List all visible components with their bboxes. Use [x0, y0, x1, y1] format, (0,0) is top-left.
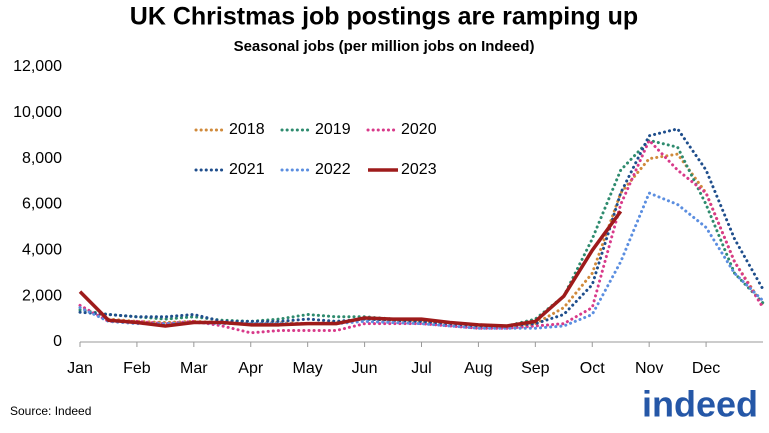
chart-title: UK Christmas job postings are ramping up [130, 3, 638, 31]
y-tick-label: 12,000 [13, 58, 62, 75]
legend-label: 2019 [315, 121, 351, 138]
series-line [78, 191, 765, 330]
series-line [78, 210, 623, 328]
x-tick-label: Sep [521, 360, 550, 377]
y-tick-label: 6,000 [22, 196, 62, 213]
x-tick-label: Oct [580, 360, 605, 377]
y-tick-label: 4,000 [22, 242, 62, 259]
x-tick-label: Aug [464, 360, 492, 377]
legend-label: 2018 [229, 121, 265, 138]
x-tick-label: Jan [67, 360, 93, 377]
y-tick-label: 2,000 [22, 287, 62, 304]
legend-label: 2023 [401, 161, 437, 178]
x-tick-label: Jul [411, 360, 431, 377]
legend-label: 2020 [401, 121, 437, 138]
legend-label: 2021 [229, 161, 265, 178]
y-tick-label: 0 [53, 333, 62, 350]
series-line [78, 152, 765, 329]
legend-label: 2022 [315, 161, 351, 178]
x-tick-label: Jun [352, 360, 378, 377]
x-tick-label: Feb [123, 360, 151, 377]
x-tick-label: May [293, 360, 323, 377]
x-tick-label: Mar [180, 360, 208, 377]
chart-subtitle: Seasonal jobs (per million jobs on Indee… [234, 38, 535, 55]
source: Source: Indeed [10, 404, 91, 418]
y-tick-label: 8,000 [22, 150, 62, 167]
x-tick-label: Nov [635, 360, 663, 377]
x-tick-label: Apr [238, 360, 264, 377]
y-tick-label: 10,000 [13, 104, 62, 121]
logo: indeed [642, 384, 758, 425]
series-line [78, 127, 765, 328]
x-tick-label: Dec [692, 360, 720, 377]
